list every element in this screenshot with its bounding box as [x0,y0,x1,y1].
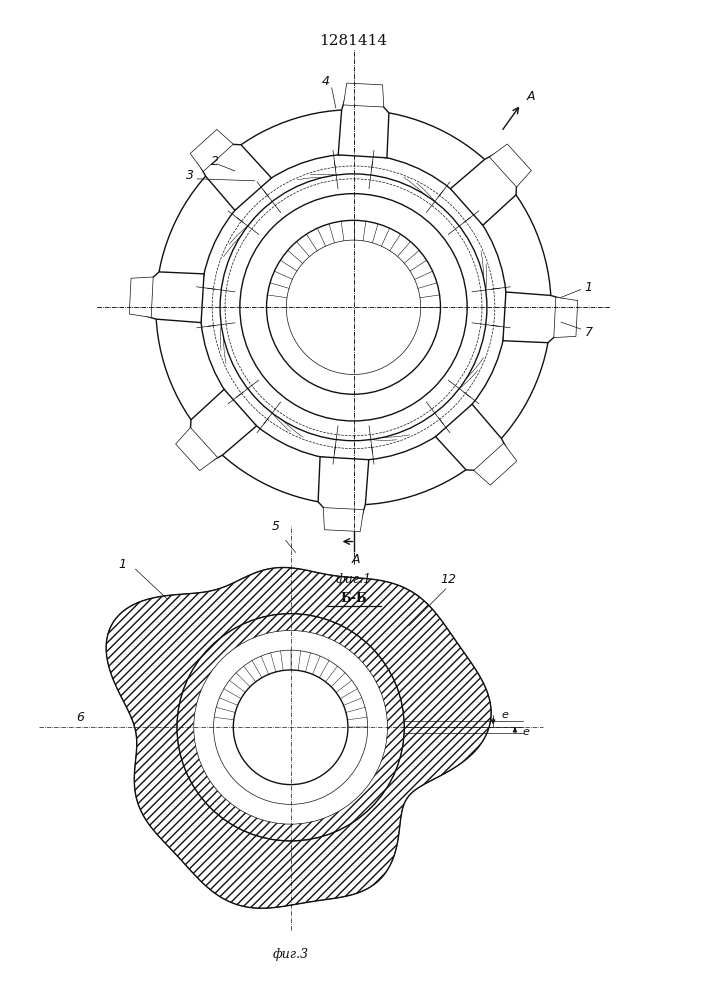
Polygon shape [338,85,389,158]
Text: 1: 1 [585,281,592,294]
Circle shape [177,614,404,841]
Polygon shape [323,508,363,532]
Polygon shape [503,292,575,343]
Text: A: A [351,553,360,566]
Polygon shape [189,389,257,468]
Text: фиг.3: фиг.3 [273,948,309,961]
Circle shape [233,670,348,785]
Text: e: e [501,710,508,720]
Polygon shape [474,443,517,485]
Circle shape [194,630,387,824]
Text: 4: 4 [322,75,330,88]
Text: 6: 6 [76,711,84,724]
Text: 1281414: 1281414 [320,34,387,48]
Polygon shape [436,404,514,471]
Text: 1: 1 [119,558,127,571]
Polygon shape [554,297,578,338]
Polygon shape [193,143,271,210]
Text: 2: 2 [211,155,219,168]
Text: e: e [523,727,530,737]
Text: 3: 3 [187,169,194,182]
Polygon shape [132,272,204,323]
Polygon shape [450,147,518,225]
Text: 12: 12 [440,573,457,586]
Polygon shape [175,428,218,471]
Polygon shape [106,567,491,908]
Polygon shape [489,144,532,187]
Text: 7: 7 [585,326,592,339]
Text: фиг.1: фиг.1 [335,573,372,586]
Text: A: A [527,90,535,103]
Polygon shape [129,277,153,317]
Text: Б-Б: Б-Б [340,592,367,605]
Text: 5: 5 [271,520,280,533]
Polygon shape [344,83,384,107]
Polygon shape [190,129,233,171]
Polygon shape [318,457,369,530]
